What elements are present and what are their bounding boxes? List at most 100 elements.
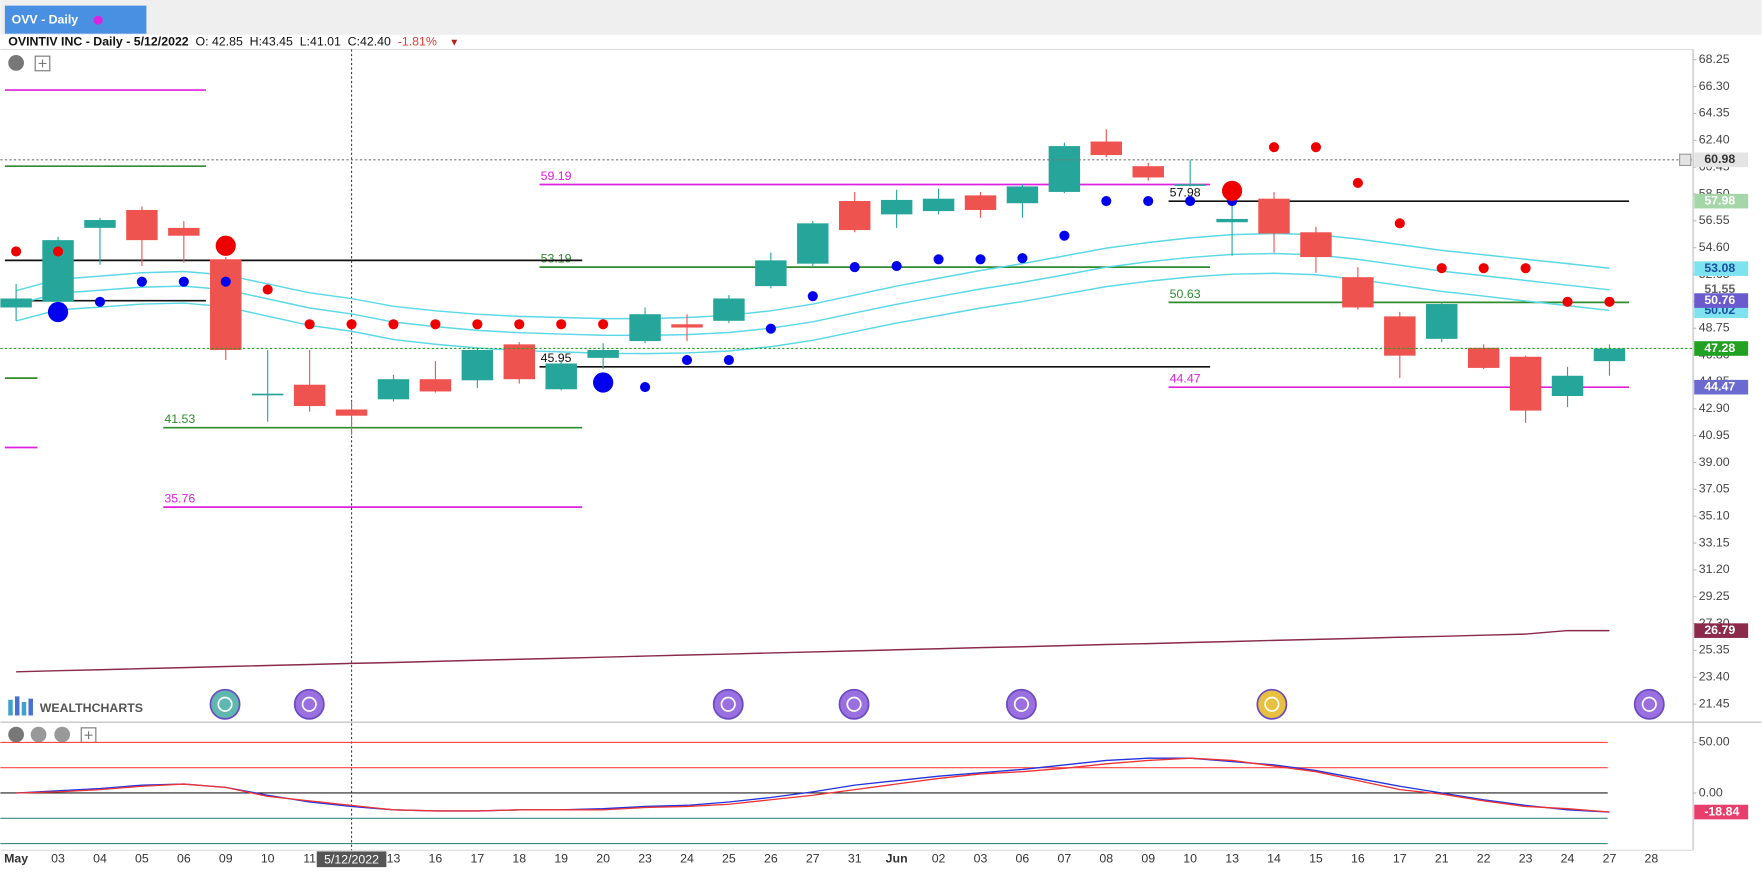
crosshair-date-box bbox=[316, 851, 387, 868]
y-tick-label: 0.00 bbox=[1699, 785, 1723, 799]
x-tick-label: 09 bbox=[219, 852, 233, 866]
level-label: 57.98 bbox=[1170, 186, 1201, 200]
price-badge bbox=[1694, 293, 1749, 308]
add-icon bbox=[84, 731, 93, 740]
x-tick-label: 05 bbox=[135, 852, 149, 866]
indicator-dot bbox=[556, 319, 567, 330]
indicator-dot bbox=[178, 276, 189, 287]
candle-body bbox=[964, 195, 997, 210]
tab-bar bbox=[0, 0, 1762, 35]
y-tick-label: 23.40 bbox=[1699, 670, 1730, 684]
y-tick-label: 64.35 bbox=[1699, 106, 1730, 120]
header-high: H:43.45 bbox=[250, 35, 293, 49]
level-label: 45.95 bbox=[541, 351, 572, 365]
candle-body bbox=[1426, 304, 1458, 339]
tool-button[interactable] bbox=[8, 726, 24, 743]
down-button[interactable] bbox=[30, 726, 47, 743]
candle-body bbox=[1090, 141, 1123, 156]
candle-body bbox=[126, 209, 158, 241]
candle-body bbox=[461, 350, 494, 381]
candle-body bbox=[1593, 348, 1626, 362]
indicator-dot bbox=[1604, 296, 1615, 307]
oscillator-line bbox=[16, 757, 1610, 813]
x-tick-label: May bbox=[4, 852, 28, 866]
price-badge bbox=[1694, 152, 1749, 168]
candle-body bbox=[545, 363, 577, 390]
x-tick-label: 24 bbox=[680, 852, 694, 866]
header-open: O: 42.85 bbox=[195, 35, 242, 49]
candle-body bbox=[84, 220, 116, 228]
candle-body bbox=[1384, 316, 1416, 356]
price-badge-label: -18.84 bbox=[1704, 804, 1739, 818]
y-tick-label: 39.00 bbox=[1699, 455, 1730, 469]
indicator-dot bbox=[94, 296, 106, 307]
level-label: 44.47 bbox=[1170, 372, 1201, 386]
candle-body bbox=[713, 298, 745, 321]
indicator-dot bbox=[1221, 180, 1243, 201]
tool-button[interactable] bbox=[8, 55, 24, 71]
y-tick-label: 54.60 bbox=[1699, 240, 1730, 254]
indicator-dot bbox=[11, 246, 22, 257]
indicator-dot bbox=[975, 254, 986, 265]
price-badge-label: 57.98 bbox=[1704, 193, 1735, 207]
event-icon-inner bbox=[301, 696, 317, 712]
candle-body bbox=[1048, 146, 1081, 192]
x-tick-label: 10 bbox=[261, 852, 275, 866]
price-badge bbox=[1694, 341, 1749, 356]
event-icon bbox=[209, 688, 241, 720]
event-icon-inner bbox=[720, 696, 736, 712]
x-tick-label: 27 bbox=[1603, 852, 1617, 866]
x-tick-label: 19 bbox=[554, 852, 568, 866]
candle-body bbox=[797, 223, 829, 264]
x-tick-label: 13 bbox=[387, 852, 401, 866]
indicator-dot bbox=[1478, 263, 1489, 274]
price-badge bbox=[1694, 379, 1749, 395]
indicator-dot bbox=[593, 372, 614, 393]
tab[interactable] bbox=[4, 5, 147, 34]
y-tick-label: 31.20 bbox=[1699, 562, 1730, 576]
price-badge-label: 53.08 bbox=[1704, 261, 1735, 275]
x-tick-label: 16 bbox=[1351, 852, 1365, 866]
x-tick-label: 13 bbox=[1225, 852, 1239, 866]
indicator-dot bbox=[1059, 230, 1070, 241]
event-icon bbox=[293, 688, 325, 720]
candle-body bbox=[168, 227, 200, 236]
x-tick-label: 28 bbox=[1645, 852, 1659, 866]
candle-body bbox=[1216, 218, 1248, 223]
up-button[interactable] bbox=[54, 726, 71, 743]
indicator-dot bbox=[514, 319, 525, 330]
y-tick-label: 56.55 bbox=[1699, 213, 1730, 227]
price-badge-label: 47.28 bbox=[1704, 341, 1735, 355]
indicator-dot bbox=[723, 355, 734, 366]
y-tick-label: 68.25 bbox=[1699, 52, 1730, 66]
candle-body bbox=[0, 298, 32, 308]
x-tick-label: 31 bbox=[848, 852, 862, 866]
candle-body bbox=[251, 393, 284, 396]
header-title: OVINTIV INC - Daily - 5/12/2022 bbox=[8, 35, 189, 49]
candle-body bbox=[587, 350, 619, 358]
indicator-line bbox=[16, 629, 1610, 673]
logo: WEALTHCHARTS bbox=[8, 696, 143, 716]
event-icon-inner bbox=[846, 696, 862, 712]
indicator-dot bbox=[598, 319, 609, 330]
header-low: L:41.01 bbox=[300, 35, 341, 49]
x-tick-label: 09 bbox=[1141, 852, 1155, 866]
event-icon bbox=[712, 688, 744, 720]
y-tick-label: 40.95 bbox=[1699, 428, 1730, 442]
indicator-dot bbox=[1101, 195, 1112, 207]
price-badge-label: 60.98 bbox=[1704, 152, 1735, 166]
x-tick-label: 25 bbox=[722, 852, 736, 866]
candle-body bbox=[1174, 184, 1206, 186]
price-badge-label: 44.47 bbox=[1704, 379, 1735, 393]
candle-body bbox=[419, 379, 452, 392]
indicator-dot bbox=[1436, 263, 1447, 274]
x-tick-label: 27 bbox=[806, 852, 820, 866]
x-tick-label: 22 bbox=[1477, 852, 1491, 866]
x-tick-label: 23 bbox=[638, 852, 652, 866]
indicator-dot bbox=[1310, 142, 1322, 153]
indicator-dot bbox=[220, 276, 231, 287]
candle-body bbox=[1006, 186, 1039, 204]
event-icon-inner bbox=[1013, 696, 1029, 712]
level-label: 35.76 bbox=[164, 492, 195, 506]
y-tick-label: 42.90 bbox=[1699, 401, 1730, 415]
